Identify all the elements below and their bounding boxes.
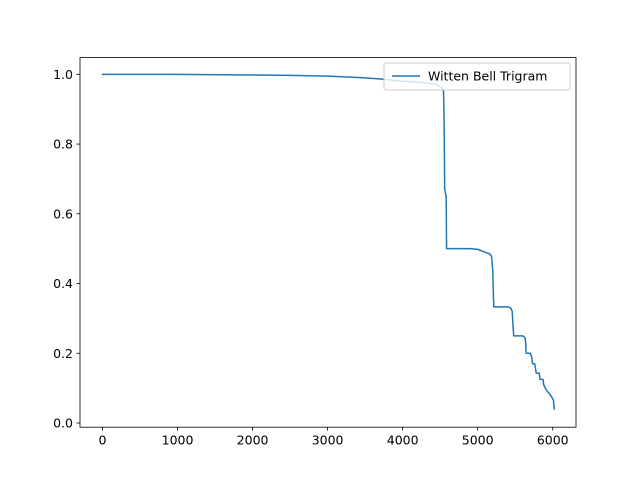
- y-tick-label: 0.8: [53, 137, 73, 152]
- x-tick-label: 1000: [162, 433, 194, 448]
- x-tick-label: 0: [99, 433, 107, 448]
- x-tick-label: 5000: [462, 433, 494, 448]
- x-tick-label: 2000: [237, 433, 269, 448]
- y-axis: 0.0 0.2 0.4 0.6 0.8 1.0: [53, 67, 80, 431]
- y-tick-label: 0.2: [53, 346, 73, 361]
- legend-label: Witten Bell Trigram: [428, 69, 547, 84]
- y-tick-label: 0.6: [53, 206, 73, 221]
- x-tick-label: 3000: [312, 433, 344, 448]
- legend-box: [383, 62, 571, 91]
- x-axis: 0 1000 2000 3000 4000 5000 6000: [99, 427, 569, 448]
- legend: Witten Bell Trigram: [383, 62, 571, 91]
- y-tick-label: 0.0: [53, 416, 73, 431]
- plot-area: [80, 57, 576, 428]
- x-tick-label: 6000: [537, 433, 569, 448]
- y-tick-label: 0.4: [53, 276, 73, 291]
- x-tick-label: 4000: [387, 433, 419, 448]
- y-tick-label: 1.0: [53, 67, 73, 82]
